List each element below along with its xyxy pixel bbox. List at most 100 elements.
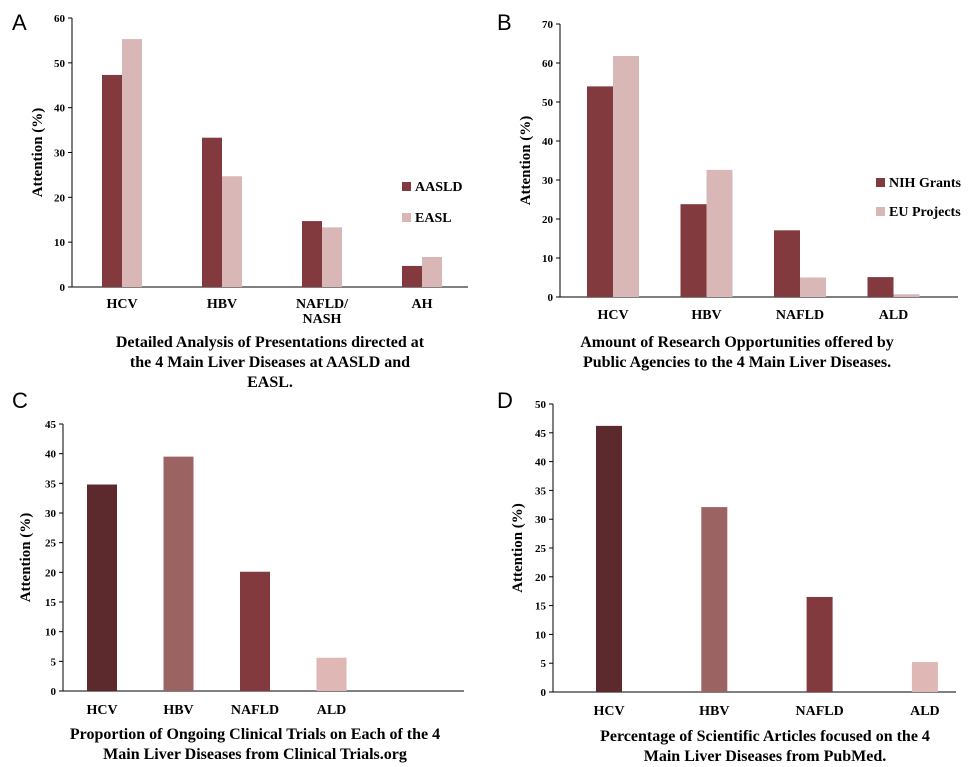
- x-tick-label: HBV: [207, 297, 237, 312]
- x-tick-label-line: NAFLD: [776, 308, 824, 323]
- y-tick-label: 40: [54, 103, 66, 115]
- y-tick-label: 10: [542, 253, 554, 265]
- chart-caption-line: Public Agencies to the 4 Main Liver Dise…: [583, 354, 891, 371]
- x-tick-label: HCV: [86, 703, 117, 718]
- chart-caption: Detailed Analysis of Presentations direc…: [116, 334, 425, 391]
- y-tick-label: 60: [54, 13, 66, 25]
- y-axis-label: Attention (%): [18, 513, 34, 603]
- legend-label: AASLD: [415, 180, 462, 195]
- y-tick-label: 20: [54, 192, 66, 204]
- y-tick-label: 10: [535, 629, 547, 641]
- bar: [202, 137, 222, 287]
- bar: [163, 456, 194, 691]
- x-tick-label-line: NASH: [303, 312, 342, 327]
- y-tick-label: 50: [54, 58, 66, 70]
- y-tick-label: 0: [548, 292, 554, 304]
- y-tick-label: 30: [54, 148, 66, 160]
- x-tick-label-line: HCV: [593, 704, 624, 719]
- y-tick-label: 10: [45, 627, 57, 639]
- y-tick-label: 10: [54, 237, 66, 249]
- x-tick-label-line: ALD: [317, 703, 347, 718]
- bar: [122, 39, 142, 287]
- x-tick-label: HBV: [691, 308, 721, 323]
- panel-d: D 0 5 10 15 20 25 30 35 40 45 50 Attention (%) HCV HBV…: [497, 388, 956, 765]
- y-tick-label: 50: [535, 399, 547, 411]
- bar: [680, 204, 707, 297]
- y-tick-label: 0: [51, 686, 57, 698]
- bar: [893, 294, 920, 297]
- chart-caption-line: Percentage of Scientific Articles focuse…: [600, 728, 930, 745]
- chart-caption-line: Main Liver Diseases from PubMed.: [644, 748, 887, 765]
- x-tick-label: HCV: [597, 308, 628, 323]
- x-tick-label-line: HBV: [163, 703, 193, 718]
- x-tick-label-line: HCV: [597, 308, 628, 323]
- y-tick-label: 40: [45, 449, 57, 461]
- x-tick-label: NAFLD: [776, 308, 824, 323]
- x-tick-label-line: HCV: [86, 703, 117, 718]
- y-tick-label: 25: [45, 538, 57, 550]
- x-tick-label: ALD: [317, 703, 347, 718]
- x-tick-label: AH: [412, 297, 433, 312]
- chart-caption-line: Detailed Analysis of Presentations direc…: [116, 334, 425, 351]
- bar: [911, 662, 938, 692]
- legend-label: NIH Grants: [889, 176, 962, 191]
- y-tick-label: 20: [542, 214, 554, 226]
- y-tick-label: 20: [535, 572, 547, 584]
- bar: [701, 507, 728, 692]
- bar: [302, 221, 322, 287]
- x-tick-label-line: ALD: [879, 308, 909, 323]
- y-tick-label: 25: [535, 543, 547, 555]
- x-tick-label: NAFLD: [795, 704, 843, 719]
- x-tick-label: ALD: [879, 308, 909, 323]
- y-tick-label: 5: [51, 656, 57, 668]
- x-tick-label-line: HBV: [699, 704, 729, 719]
- x-tick-label-line: ALD: [910, 704, 940, 719]
- x-tick-label-line: HCV: [106, 297, 137, 312]
- bar: [402, 265, 422, 287]
- x-tick-label-line: HBV: [207, 297, 237, 312]
- bar: [322, 227, 342, 287]
- chart-caption: Amount of Research Opportunities offered…: [580, 334, 894, 371]
- y-axis-label: Attention (%): [518, 116, 534, 206]
- y-tick-label: 30: [535, 514, 547, 526]
- bar: [87, 484, 117, 691]
- x-tick-label-line: NAFLD: [231, 703, 279, 718]
- bar: [774, 230, 800, 297]
- panel-c: C 0 5 10 15 20 25 30 35 40 45 Attention (%) HCV HBV NA…: [12, 388, 464, 763]
- y-tick-label: 0: [541, 687, 547, 699]
- panel-b: B 0 10 20 30 40 50 60 70 Attention (%) HCV HBV NAFLD…: [497, 10, 962, 371]
- panel-letter: C: [12, 388, 28, 413]
- y-tick-label: 35: [535, 485, 547, 497]
- y-tick-label: 20: [45, 567, 57, 579]
- bar: [800, 277, 826, 297]
- chart-caption: Proportion of Ongoing Clinical Trials on…: [70, 726, 440, 763]
- chart-caption-line: Main Liver Diseases from Clinical Trials…: [103, 746, 407, 763]
- bar: [102, 74, 122, 288]
- panel-letter: D: [497, 388, 513, 413]
- bar: [706, 169, 733, 297]
- y-tick-label: 50: [542, 97, 554, 109]
- y-tick-label: 45: [535, 428, 547, 440]
- chart-caption-line: Amount of Research Opportunities offered…: [580, 334, 894, 351]
- chart-caption: Percentage of Scientific Articles focuse…: [600, 728, 930, 765]
- x-tick-label: HCV: [106, 297, 137, 312]
- y-axis-label: Attention (%): [510, 503, 526, 593]
- chart-caption-line: the 4 Main Liver Diseases at AASLD and: [130, 354, 410, 371]
- x-tick-label: HBV: [699, 704, 729, 719]
- chart-caption-line: EASL.: [247, 374, 293, 391]
- x-tick-label: ALD: [910, 704, 940, 719]
- y-tick-label: 35: [45, 478, 57, 490]
- y-tick-label: 30: [45, 508, 57, 520]
- x-tick-label-line: AH: [412, 297, 433, 312]
- bar: [587, 86, 613, 298]
- y-tick-label: 0: [60, 282, 66, 294]
- legend-swatch: [402, 213, 411, 222]
- y-tick-label: 60: [542, 58, 554, 70]
- panel-letter: B: [497, 10, 512, 35]
- bar: [222, 176, 242, 287]
- bar: [613, 55, 639, 298]
- y-tick-label: 40: [535, 457, 547, 469]
- bar: [867, 277, 894, 297]
- chart-caption-line: Proportion of Ongoing Clinical Trials on…: [70, 726, 440, 743]
